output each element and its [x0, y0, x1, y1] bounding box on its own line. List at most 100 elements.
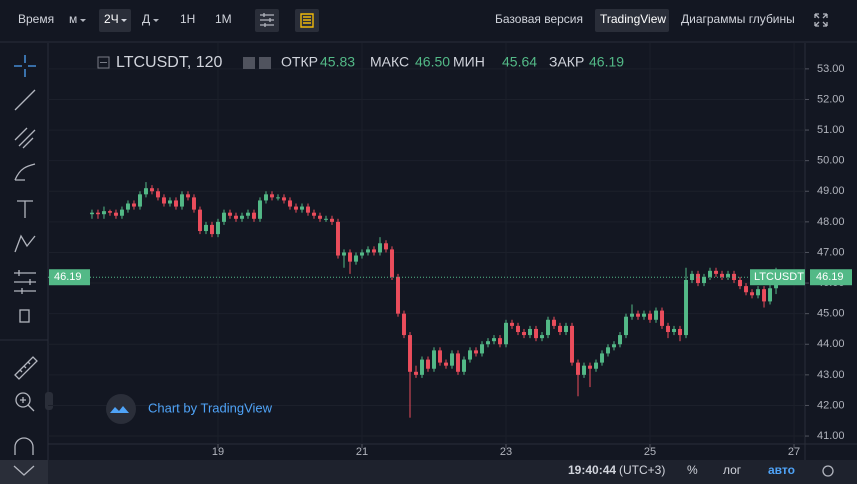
- basic-button[interactable]: Базовая версия: [495, 12, 583, 26]
- candle-body: [708, 270, 712, 277]
- week-button[interactable]: 1Н: [180, 12, 195, 26]
- dropdown-arrow: [153, 19, 159, 22]
- candle-body: [102, 211, 106, 215]
- candle-body: [258, 200, 262, 219]
- ruler-tool[interactable]: [14, 356, 38, 380]
- candle-body: [108, 211, 112, 213]
- left-toolbar: [0, 43, 48, 484]
- magnet-tool[interactable]: [14, 437, 34, 455]
- fullscreen-icon[interactable]: [814, 13, 828, 27]
- y-tick-label: 41.00: [817, 430, 845, 442]
- candle-body: [282, 197, 286, 201]
- candle-body: [498, 338, 502, 345]
- time-button[interactable]: Время: [18, 12, 54, 26]
- timezone[interactable]: (UTC+3): [619, 463, 665, 477]
- drawing-tools: [0, 55, 53, 475]
- collapse-legend[interactable]: [97, 56, 110, 69]
- close-value: 46.19: [589, 54, 624, 70]
- candle-body: [738, 279, 742, 287]
- candle-body: [762, 289, 766, 302]
- status-bar: [48, 460, 857, 484]
- auto-button[interactable]: авто: [768, 463, 795, 477]
- candle-body: [312, 212, 316, 216]
- depth-tab[interactable]: Диаграммы глубины: [681, 12, 795, 26]
- candle-body: [186, 194, 190, 198]
- interval-button[interactable]: 2Ч: [104, 12, 119, 26]
- open-label: ОТКР: [281, 54, 318, 70]
- candle-body: [504, 322, 508, 345]
- fib-tool[interactable]: [14, 127, 36, 149]
- settings-icon[interactable]: [259, 57, 271, 69]
- candle-body: [564, 325, 568, 333]
- candle-body: [456, 353, 460, 372]
- candle-body: [516, 325, 520, 333]
- candle-body: [360, 252, 364, 256]
- candle-body: [444, 362, 448, 366]
- top-toolbar: [0, 0, 857, 42]
- candle-body: [594, 362, 598, 369]
- candle-body: [600, 353, 604, 363]
- candle-body: [180, 194, 184, 207]
- toolbar-toggle[interactable]: [45, 392, 53, 410]
- text-tool[interactable]: [17, 200, 33, 218]
- y-tick-label: 49.00: [817, 185, 845, 197]
- candle-body: [150, 188, 154, 192]
- candle-body: [414, 371, 418, 375]
- zoom-tool[interactable]: [15, 392, 31, 408]
- candle-body: [294, 206, 298, 210]
- watermark[interactable]: Chart by TradingView: [148, 400, 273, 415]
- candle-body: [522, 332, 526, 336]
- candle-body: [636, 313, 640, 317]
- candle-body: [696, 273, 700, 284]
- minutes-button[interactable]: м: [69, 12, 77, 26]
- tradingview-tab[interactable]: TradingView: [600, 12, 666, 26]
- candle-body: [534, 328, 538, 339]
- y-tick-label: 53.00: [817, 63, 845, 75]
- pattern-tool[interactable]: [14, 234, 36, 253]
- candle-body: [120, 209, 124, 216]
- month-button[interactable]: 1М: [215, 12, 232, 26]
- settings-icon[interactable]: [255, 9, 279, 32]
- high-label: МАКС: [370, 54, 409, 70]
- x-tick-label: 19: [212, 446, 224, 458]
- prediction-tool[interactable]: [14, 270, 36, 294]
- candle-body: [198, 209, 202, 232]
- brush-tool[interactable]: [14, 163, 36, 181]
- candle-body: [426, 359, 430, 369]
- low-label: МИН: [453, 54, 485, 70]
- candle-body: [648, 313, 652, 320]
- eye-icon[interactable]: [243, 57, 255, 69]
- candle-body: [612, 344, 616, 348]
- indicators-icon[interactable]: [295, 9, 319, 32]
- y-tick-label: 47.00: [817, 246, 845, 258]
- candle-body: [624, 316, 628, 336]
- collapse-button[interactable]: [0, 460, 48, 484]
- percent-button[interactable]: %: [687, 463, 698, 477]
- candle-body: [684, 279, 688, 336]
- candle-body: [132, 203, 136, 207]
- symbol: LTCUSDT, 120: [116, 54, 223, 71]
- line-tool[interactable]: [14, 89, 36, 111]
- crosshair-tool[interactable]: [14, 55, 36, 77]
- candle-body: [744, 286, 748, 293]
- y-tick-label: 44.00: [817, 338, 845, 350]
- candle-body: [234, 215, 238, 219]
- candle-body: [606, 347, 610, 354]
- gear-icon[interactable]: [822, 465, 834, 477]
- candle-body: [354, 255, 358, 262]
- candle-body: [540, 335, 544, 339]
- shape-tool[interactable]: [19, 309, 30, 323]
- candle-body: [666, 325, 670, 333]
- candle-body: [402, 313, 406, 336]
- candle-body: [90, 212, 94, 215]
- candle-body: [366, 249, 370, 253]
- candle-body: [474, 350, 478, 354]
- candle-body: [450, 353, 454, 366]
- candle-body: [462, 359, 466, 372]
- y-tick-label: 51.00: [817, 124, 845, 136]
- dropdown-arrow: [121, 19, 127, 22]
- dropdown-arrow: [80, 19, 86, 22]
- candle-body: [690, 273, 694, 280]
- day-button[interactable]: Д: [142, 12, 150, 26]
- log-button[interactable]: лог: [723, 463, 742, 477]
